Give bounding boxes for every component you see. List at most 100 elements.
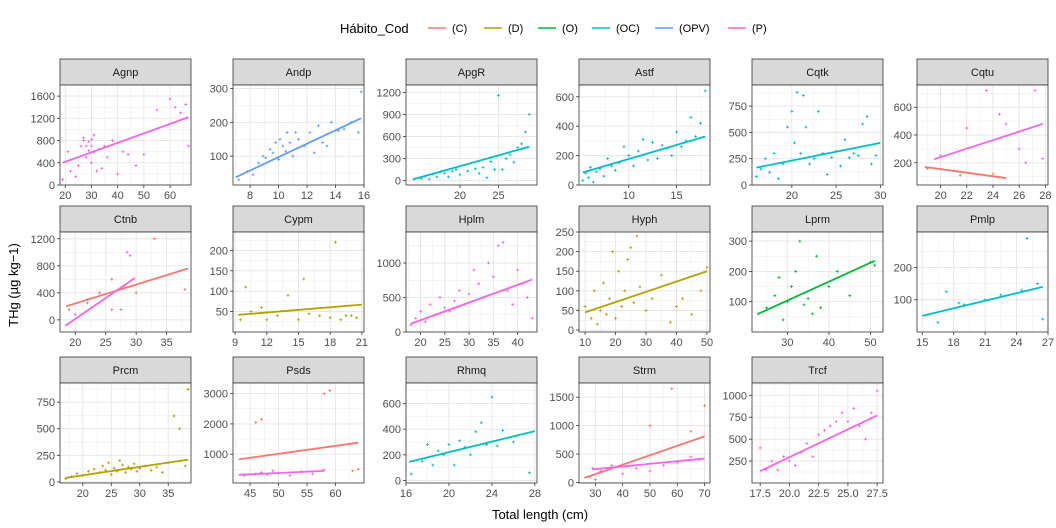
plot-area [238,240,362,322]
panel-border [59,84,192,186]
panel-border [578,84,711,186]
data-point [90,138,93,141]
data-point [998,112,1001,116]
regression-line [922,285,1043,317]
data-point [646,158,650,162]
y-tick-label: 600 [383,131,401,143]
data-point [583,305,587,308]
data-point [184,103,188,106]
data-point [428,303,432,306]
y-tick-label: 150 [556,266,574,278]
data-point [351,469,355,473]
x-tick-label: 25 [100,337,112,349]
data-point [627,154,631,157]
panel-cqtu: Cqtu 20 22 24 26 28 200 400 600 [894,58,1052,202]
y-tick-label: 300 [210,83,228,95]
x-tick-label: 10 [623,190,635,202]
y-tick-label: 0 [395,327,401,339]
data-point [944,290,948,294]
legend-item: (C) [428,23,467,35]
data-point [958,173,962,177]
data-point [805,442,809,445]
y-tick-label: 500 [729,434,747,446]
data-point [668,320,672,324]
y-tick-label: 600 [556,92,574,104]
data-point [427,177,431,181]
data-point [111,139,114,142]
data-point [322,392,326,396]
y-tick-label: 800 [37,261,55,273]
y-tick-label: 300 [383,154,401,166]
data-point [527,113,531,116]
data-point [84,144,88,148]
panel-astf: Astf 10 15 0 200 400 600 [556,58,711,202]
x-tick-label: 20 [934,190,946,202]
y-tick-label: 400 [37,158,55,170]
data-point [644,309,648,312]
legend-item: (OC) [592,23,640,35]
regression-line [65,458,189,479]
y-tick-label: 250 [729,456,747,468]
data-point [825,173,829,176]
panel-strip [59,205,192,233]
x-tick-label: 50 [701,337,713,349]
data-point [594,170,598,174]
x-tick-label: 26 [1013,190,1025,202]
y-tick-label: 0 [568,477,574,489]
data-point [694,135,698,138]
data-point [183,288,187,291]
data-point [491,275,495,279]
data-point [852,407,856,410]
legend-title: Hábito_Cod [340,21,409,36]
data-point [524,130,527,134]
data-point [118,459,122,463]
data-point [297,318,300,322]
y-tick-label: 2000 [204,419,228,431]
data-point [497,93,500,97]
panel-pmlp: Pmlp 15 18 21 24 27 100 200 [894,205,1054,349]
x-tick-label: 50 [864,337,876,349]
data-point [621,472,625,476]
data-point [254,420,258,424]
data-point [828,424,832,428]
panel-title: Cqtu [971,67,994,79]
panel-cypm: Cypm 9 12 15 18 21 50 100 150 200 [210,205,368,349]
data-point [839,164,842,168]
data-point [271,469,275,473]
data-point [530,316,534,320]
data-point [490,395,494,399]
data-point [100,166,104,170]
y-tick-label: 200 [729,266,747,278]
data-point [1033,89,1037,92]
data-point [511,440,515,444]
y-tick-label: 100 [894,295,912,307]
x-tick-label: 30 [130,337,142,349]
data-point [801,94,805,97]
y-tick-label: 400 [556,121,574,133]
x-tick-label: 60 [329,488,341,500]
data-point [101,464,105,468]
y-tick-label: 200 [556,247,574,259]
data-point [759,167,763,171]
data-point [308,131,312,134]
data-point [86,301,89,305]
y-tick-label: 200 [556,151,574,163]
data-point [73,313,77,316]
data-point [790,285,793,288]
data-point [689,115,693,119]
data-point [110,277,114,281]
x-tick-label: 16 [400,488,412,500]
y-tick-label: 1200 [377,87,401,99]
data-point [92,133,96,137]
x-tick-label: 50 [644,488,656,500]
panel-background [406,232,537,332]
data-point [493,168,497,171]
data-point [186,387,190,391]
regression-line [238,303,362,316]
panel-strip [751,356,884,384]
data-point [477,171,481,175]
data-point [155,465,159,469]
data-point [477,282,481,286]
data-point [261,154,265,158]
